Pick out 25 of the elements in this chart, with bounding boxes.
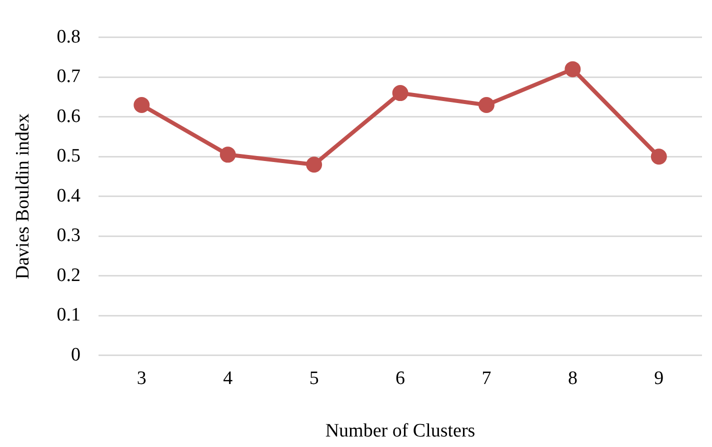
x-tick-label: 7 [482, 368, 492, 389]
point [564, 61, 581, 78]
x-tick-label: 5 [309, 368, 319, 389]
y-tick-label: 0.8 [56, 26, 81, 48]
point [306, 156, 322, 173]
y-axis-title: Davies Bouldin index [12, 113, 34, 280]
x-tick-label: 9 [654, 368, 664, 389]
point [478, 96, 494, 113]
point [392, 85, 408, 102]
y-tick-label: 0.4 [56, 185, 82, 206]
y-tick-label: 0.3 [56, 225, 81, 246]
y-tick-label: 0 [71, 344, 81, 366]
point [134, 96, 150, 113]
y-tick-label: 0.5 [56, 146, 81, 167]
x-tick-label: 6 [396, 368, 406, 389]
x-tick-label: 8 [568, 368, 578, 389]
x-tick-label: 4 [223, 368, 234, 389]
y-tick-label: 0.6 [56, 106, 81, 127]
point [220, 146, 236, 163]
y-tick-label: 0.7 [56, 66, 81, 88]
point [650, 148, 667, 165]
y-tick-label: 0.2 [56, 264, 81, 286]
x-axis-title: Number of Clusters [325, 420, 476, 442]
y-tick-label: 0.1 [56, 304, 81, 326]
x-tick-label: 3 [136, 368, 146, 389]
